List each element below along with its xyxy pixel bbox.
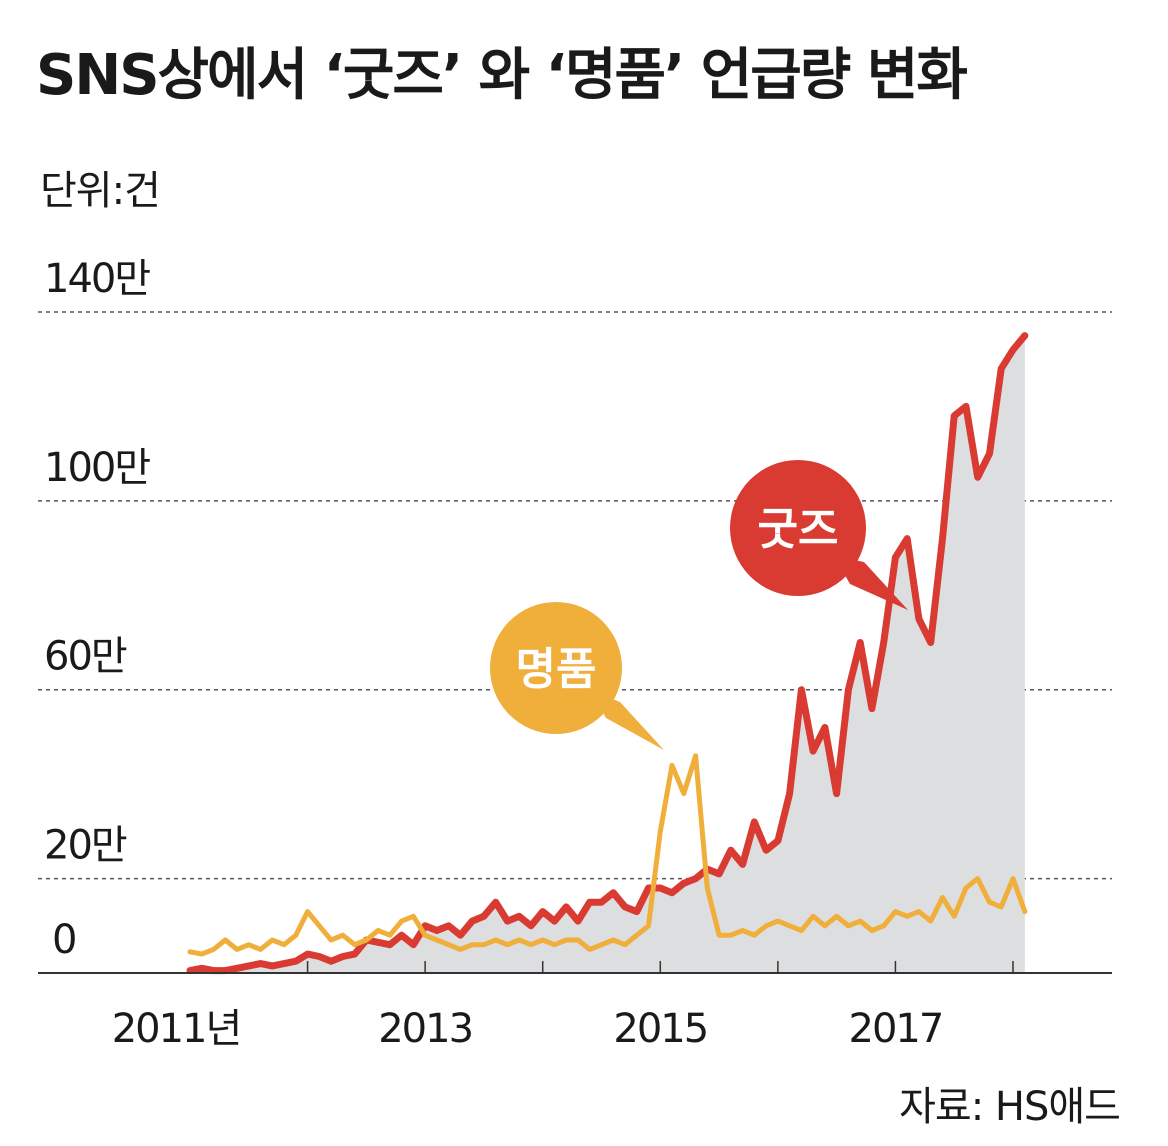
luxury-line bbox=[187, 753, 1028, 957]
y-tick-label: 60만 bbox=[44, 634, 127, 680]
goods-callout: 굿즈 bbox=[730, 460, 908, 610]
luxury-callout-label: 명품 bbox=[516, 644, 597, 695]
luxury-callout: 명품 bbox=[490, 602, 664, 750]
luxury-series bbox=[187, 753, 1028, 957]
goods-area-fill bbox=[190, 335, 1025, 974]
y-tick-label: 0 bbox=[52, 917, 75, 963]
goods-series bbox=[186, 332, 1029, 975]
x-tick-label: 2017 bbox=[849, 1006, 943, 1052]
axis-layer: 0 20만 60만 100만 140만 2011년 2013 2015 2017 bbox=[38, 256, 1112, 1052]
y-tick-label: 20만 bbox=[44, 823, 127, 869]
goods-callout-label: 굿즈 bbox=[758, 504, 839, 555]
line-layer bbox=[186, 332, 1029, 975]
y-tick-label: 140만 bbox=[44, 256, 150, 302]
x-tick-label: 2011년 bbox=[112, 1006, 241, 1052]
area-layer bbox=[190, 335, 1025, 974]
y-tick-label: 100만 bbox=[44, 445, 150, 491]
chart-title: SNS상에서 ‘굿즈’ 와 ‘명품’ 언급량 변화 bbox=[36, 43, 968, 108]
x-tick-label: 2013 bbox=[378, 1006, 472, 1052]
goods-callout-pointer bbox=[834, 556, 908, 610]
goods-line bbox=[186, 332, 1029, 975]
unit-label: 단위:건 bbox=[40, 168, 161, 214]
source-note: 자료: HS애드 bbox=[899, 1084, 1121, 1130]
label-layer: 명품 굿즈 bbox=[490, 460, 908, 750]
goods-callout-bubble bbox=[730, 460, 866, 596]
x-tick-label: 2015 bbox=[613, 1006, 707, 1052]
luxury-callout-bubble bbox=[490, 602, 622, 734]
